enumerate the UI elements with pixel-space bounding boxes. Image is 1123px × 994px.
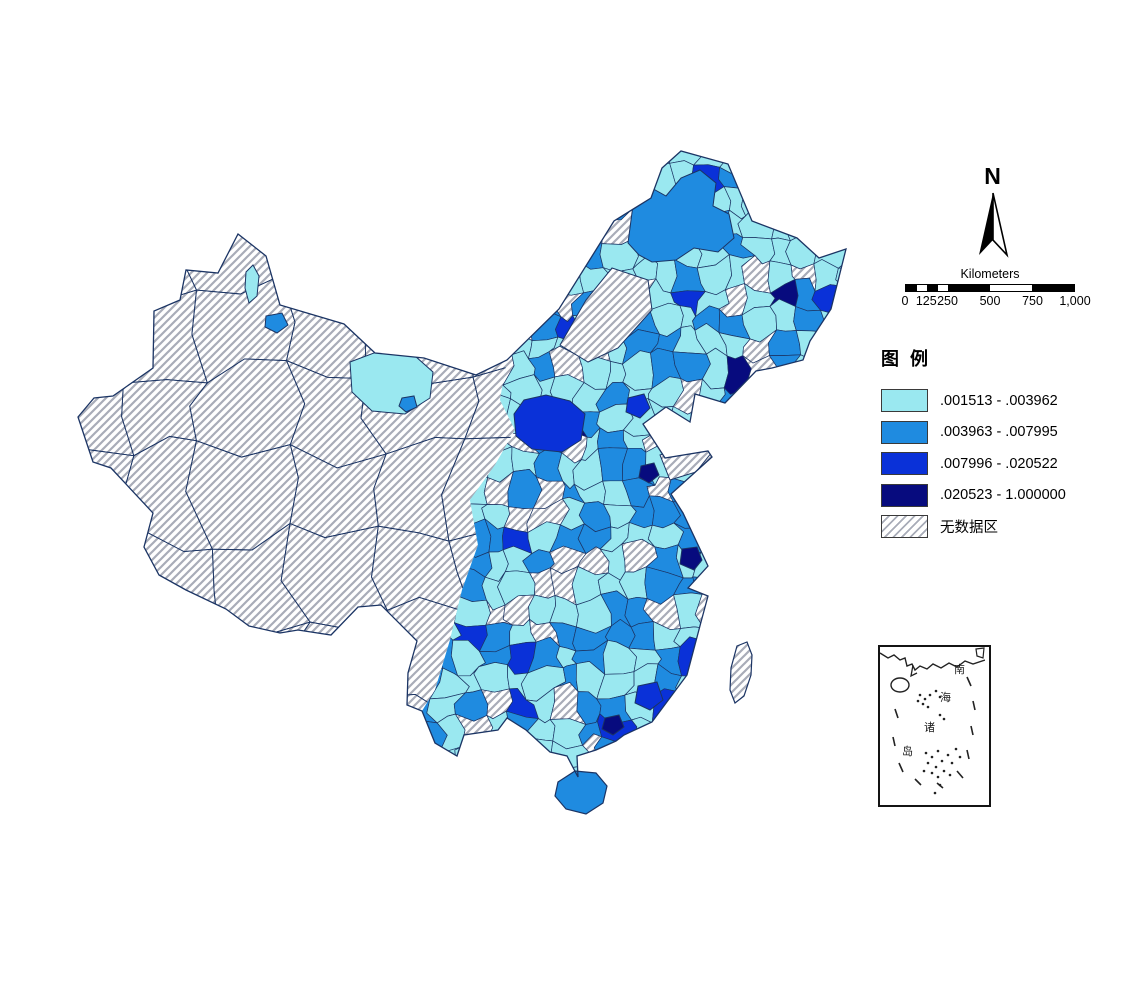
legend-swatch xyxy=(881,389,928,413)
scale-bar-tick: 500 xyxy=(979,294,1001,308)
north-arrow: N xyxy=(964,163,1022,261)
legend-swatch xyxy=(881,452,928,476)
inset-label: 诸 xyxy=(924,722,935,734)
legend-row: .001513 - .003962 xyxy=(881,385,1121,417)
scale-bar-tick: 125 xyxy=(915,294,937,308)
legend: 图 例 .001513 - .003962.003963 - .007995.0… xyxy=(881,345,1121,543)
legend-row: 无数据区 xyxy=(881,511,1121,543)
legend-label: .003963 - .007995 xyxy=(940,424,1058,441)
legend-label: 无数据区 xyxy=(940,520,998,537)
legend-swatch xyxy=(881,515,928,539)
scale-segment xyxy=(937,285,948,291)
scale-bar-tick: 250 xyxy=(937,294,958,308)
legend-row: .020523 - 1.000000 xyxy=(881,480,1121,512)
legend-row: .003963 - .007995 xyxy=(881,417,1121,449)
legend-title: 图 例 xyxy=(881,349,932,369)
scale-bar-ticks: 0 125 250 500 750 1,000 xyxy=(901,294,1091,310)
scale-bar: Kilometers 0 125 250 500 750 1,000 xyxy=(901,267,1091,310)
north-arrow-icon xyxy=(979,192,1009,258)
scale-bar-tick: 0 xyxy=(901,294,909,308)
scale-segment xyxy=(1032,285,1074,291)
scale-bar-tick: 1,000 xyxy=(1059,294,1091,308)
legend-label: .020523 - 1.000000 xyxy=(940,487,1066,504)
scale-bar-tick: 750 xyxy=(1022,294,1043,308)
inset-label: 岛 xyxy=(902,746,913,758)
scale-segment xyxy=(948,285,990,291)
north-label: N xyxy=(984,163,1002,189)
scale-segment xyxy=(906,285,917,291)
legend-rows: .001513 - .003962 .003963 - .007995 .00799… xyxy=(881,385,1121,543)
scale-segment xyxy=(927,285,938,291)
inset-map-graphic xyxy=(880,647,985,795)
scale-bar-units: Kilometers xyxy=(960,267,1020,281)
inset-label: 南 xyxy=(954,664,965,676)
legend-label: .007996 - .020522 xyxy=(940,455,1058,472)
scale-bar-graphic xyxy=(905,284,1075,292)
scale-segment xyxy=(990,285,1032,291)
south-china-sea-inset: 南海诸岛 xyxy=(878,645,991,807)
inset-label: 海 xyxy=(940,692,951,704)
legend-label: .001513 - .003962 xyxy=(940,392,1058,409)
scale-segment xyxy=(916,285,927,291)
legend-swatch xyxy=(881,483,928,507)
legend-row: .007996 - .020522 xyxy=(881,448,1121,480)
legend-swatch xyxy=(881,420,928,444)
